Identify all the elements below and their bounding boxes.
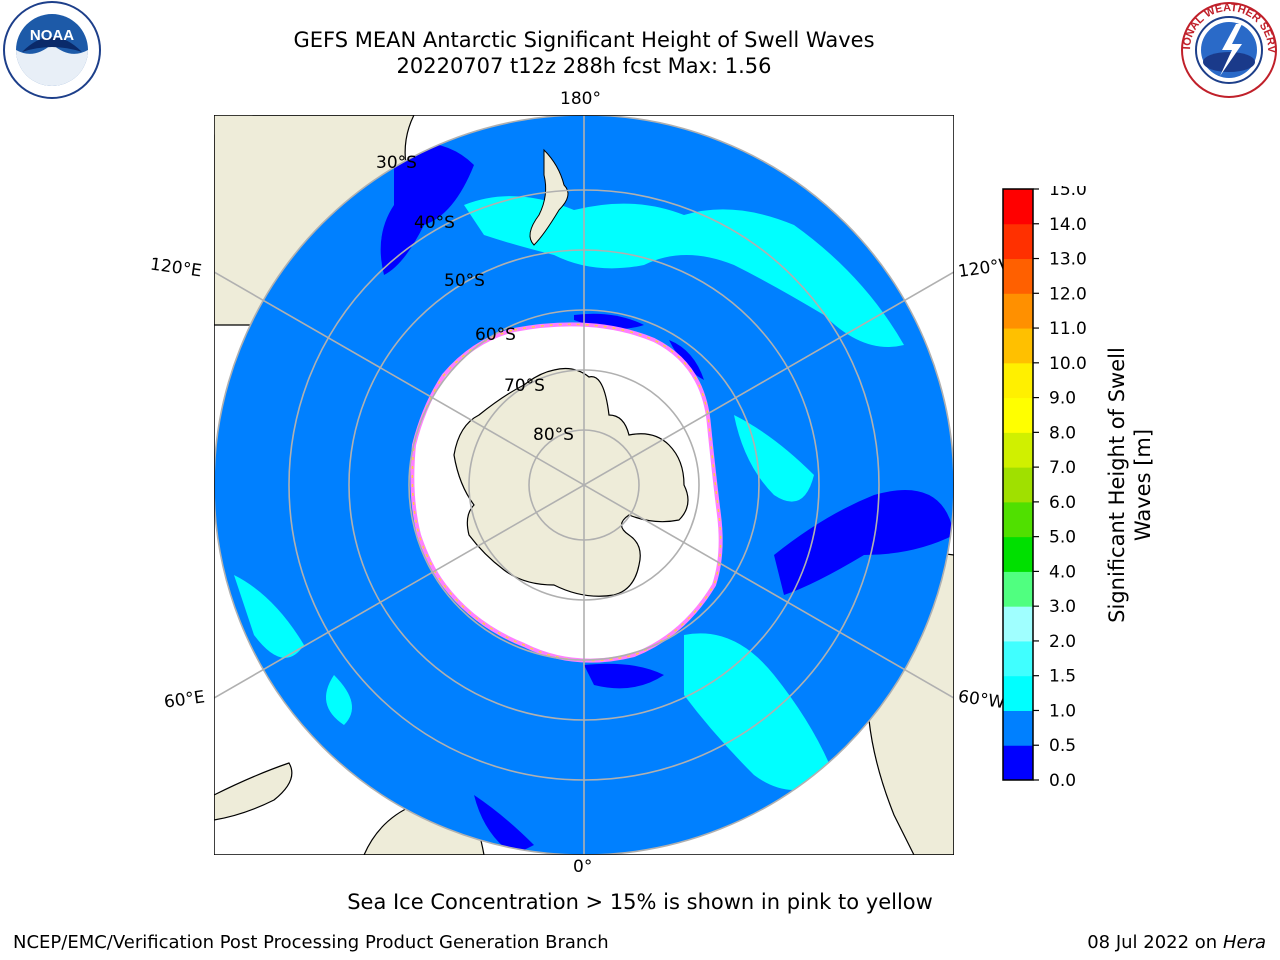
ocean-top-left (214, 115, 254, 135)
lat-label-80s: 80°S (533, 425, 574, 445)
colorbar-swatch (1003, 189, 1033, 225)
lat-label-60s: 60°S (475, 325, 516, 345)
colorbar-swatch (1003, 640, 1033, 677)
lon-label-120e: 120°E (148, 254, 203, 282)
colorbar-tick-label: 5.0 (1049, 528, 1076, 548)
footer-date-text: 08 Jul 2022 on (1087, 932, 1223, 953)
colorbar-swatch (1003, 293, 1033, 329)
graticule (214, 115, 954, 855)
sea-ice-caption: Sea Ice Concentration > 15% is shown in … (347, 890, 933, 914)
lat-label-70s: 70°S (504, 376, 545, 396)
lon-label-180: 180° (560, 89, 601, 109)
colorbar-swatch (1003, 501, 1033, 538)
chart-subtitle: 20220707 t12z 288h fcst Max: 1.56 (396, 54, 772, 78)
chart-title: GEFS MEAN Antarctic Significant Height o… (293, 28, 875, 52)
colorbar-tick-label: 14.0 (1049, 215, 1087, 235)
colorbar-tick-label: 10.0 (1049, 354, 1087, 374)
colorbar-tick-label: 2.0 (1049, 632, 1076, 652)
colorbar-tick-label: 1.0 (1049, 701, 1076, 721)
colorbar-tick-label: 1.5 (1049, 667, 1076, 687)
lon-label-60e: 60°E (162, 687, 207, 713)
polar-map (214, 115, 954, 855)
colorbar-swatch (1003, 675, 1033, 711)
colorbar-tick-label: 0.0 (1049, 771, 1076, 786)
colorbar-swatch (1003, 571, 1033, 607)
colorbar-tick-label: 9.0 (1049, 389, 1076, 409)
colorbar-swatch (1003, 328, 1033, 364)
lon-label-60w: 60°W (956, 686, 1007, 714)
colorbar-tick-label: 13.0 (1049, 250, 1087, 270)
colorbar-swatch (1003, 606, 1033, 642)
antarctica-land (453, 367, 689, 597)
lat-label-50s: 50°S (444, 271, 485, 291)
colorbar-swatch (1003, 745, 1033, 781)
new-zealand-land (529, 148, 569, 246)
colorbar-swatch (1003, 397, 1033, 433)
colorbar-swatch (1003, 536, 1033, 572)
footer-host: Hera (1222, 932, 1266, 953)
colorbar-swatch (1003, 467, 1033, 503)
colorbar-tick-label: 15.0 (1049, 186, 1087, 200)
lat-label-40s: 40°S (414, 213, 455, 233)
noaa-logo: NOAA (3, 1, 101, 99)
colorbar-tick-label: 3.0 (1049, 597, 1076, 617)
madagascar-land (214, 762, 293, 821)
colorbar-tick-label: 6.0 (1049, 493, 1076, 513)
colorbar-tick-label: 12.0 (1049, 284, 1087, 304)
colorbar: 0.0 0.5 1.0 1.5 2.0 3.0 4.0 5.0 6.0 7.0 8.0 9.0 10.0… (1002, 186, 1087, 786)
colorbar-tick-label: 4.0 (1049, 562, 1076, 582)
footer-credit: NCEP/EMC/Verification Post Processing Pr… (13, 932, 609, 953)
colorbar-tick-label: 8.0 (1049, 423, 1076, 443)
colorbar-swatch (1003, 432, 1033, 468)
colorbar-tick-label: 7.0 (1049, 458, 1076, 478)
nws-logo: NATIONAL WEATHER SERVICE (1178, 0, 1277, 98)
colorbar-label-line2: Waves [m] (1131, 428, 1155, 542)
colorbar-swatch (1003, 710, 1033, 746)
colorbar-swatch (1003, 258, 1033, 294)
colorbar-tick-label: 11.0 (1049, 319, 1087, 339)
colorbar-frame (1002, 188, 1034, 781)
noaa-logo-text: NOAA (30, 27, 74, 44)
colorbar-swatch (1003, 362, 1033, 399)
colorbar-tick-label: 0.5 (1049, 736, 1076, 756)
swell-cyan-patches (234, 196, 904, 790)
lat-label-30s: 30°S (376, 153, 417, 173)
lon-label-0: 0° (573, 857, 593, 877)
footer-date: 08 Jul 2022 on Hera (1087, 932, 1266, 953)
colorbar-swatch (1003, 223, 1033, 260)
colorbar-label-line1: Significant Height of Swell (1105, 347, 1129, 623)
